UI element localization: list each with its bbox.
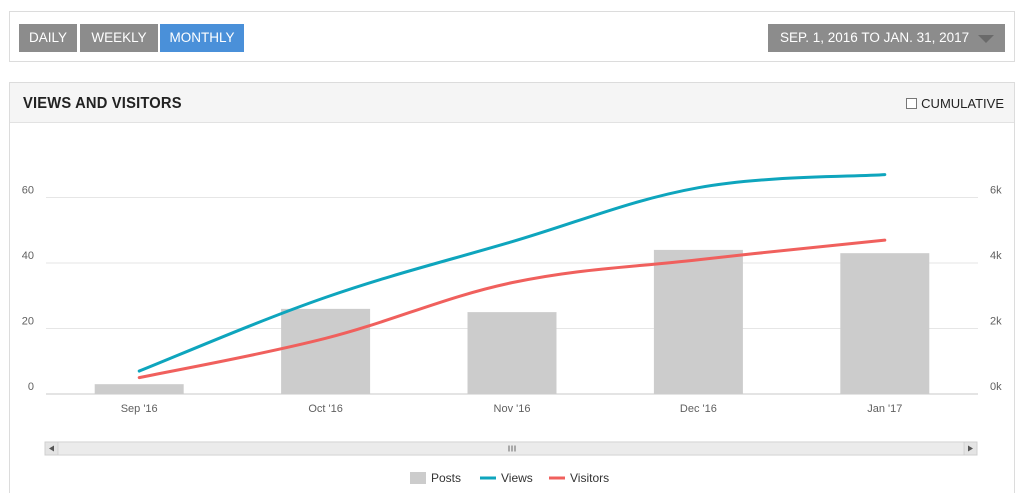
posts-bar	[840, 253, 930, 394]
y-right-tick-label: 6k	[990, 185, 1002, 197]
scroll-left-arrow-icon	[49, 445, 54, 452]
posts-bar	[281, 308, 371, 394]
x-tick-label: Sep '16	[121, 403, 158, 415]
scroll-thumb[interactable]	[59, 443, 963, 454]
y-right-tick-label: 0k	[990, 381, 1002, 393]
scroll-right-arrow-icon	[968, 445, 973, 452]
x-tick-label: Jan '17	[867, 403, 902, 415]
y-left-tick-label: 40	[22, 250, 34, 262]
posts-legend-swatch	[410, 472, 426, 484]
panel-header: VIEWS AND VISITORS CUMULATIVE	[10, 83, 1014, 123]
x-tick-label: Oct '16	[308, 403, 343, 415]
cumulative-checkbox[interactable]: CUMULATIVE	[906, 96, 1004, 111]
y-right-tick-label: 4k	[990, 250, 1002, 262]
views-line	[137, 173, 887, 373]
y-left-tick-label: 0	[28, 381, 34, 393]
monthly-button[interactable]: MONTHLY	[160, 24, 244, 52]
cumulative-label: CUMULATIVE	[921, 96, 1004, 111]
posts-legend-label: Posts	[431, 471, 461, 485]
visitors-legend-label: Visitors	[570, 471, 609, 485]
daily-button[interactable]: DAILY	[19, 24, 77, 52]
visitors-line	[137, 238, 887, 380]
dropdown-arrow-icon	[978, 35, 994, 43]
panel-title: VIEWS AND VISITORS	[23, 95, 182, 112]
y-right-tick-label: 2k	[990, 316, 1002, 328]
date-range-dropdown[interactable]: SEP. 1, 2016 TO JAN. 31, 2017	[768, 24, 1005, 52]
date-range-label: SEP. 1, 2016 TO JAN. 31, 2017	[780, 30, 970, 45]
views-legend-label: Views	[501, 471, 533, 485]
y-left-tick-label: 20	[22, 316, 34, 328]
views-visitors-panel: VIEWS AND VISITORS CUMULATIVE	[9, 82, 1015, 493]
posts-bar	[94, 384, 184, 394]
posts-bar	[467, 312, 557, 394]
weekly-button[interactable]: WEEKLY	[80, 24, 158, 52]
x-tick-label: Dec '16	[680, 403, 717, 415]
posts-bar	[653, 249, 743, 394]
x-tick-label: Nov '16	[494, 403, 531, 415]
period-toolbar: DAILY WEEKLY MONTHLY SEP. 1, 2016 TO JAN…	[9, 11, 1015, 62]
y-left-tick-label: 60	[22, 185, 34, 197]
checkbox-icon	[906, 98, 918, 109]
